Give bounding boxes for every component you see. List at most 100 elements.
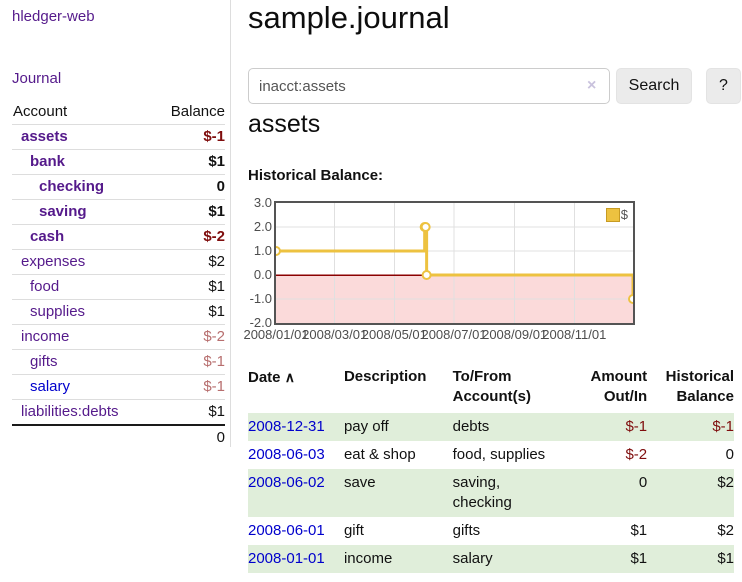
brand-link[interactable]: hledger-web (12, 8, 95, 25)
balance-cell: $1 (717, 550, 734, 567)
amount-cell: $-1 (625, 418, 648, 435)
sidebar-account-link[interactable]: liabilities:debts (21, 403, 119, 420)
register-header-row: Date ∧ Description To/From Account(s) Am… (248, 367, 734, 413)
account-balance: $1 (208, 153, 225, 170)
date-cell: 2008-01-01 (248, 545, 344, 573)
register-header-amount: Amount Out/In (590, 368, 648, 405)
sidebar-account-link[interactable]: supplies (30, 303, 86, 320)
transaction-date-link[interactable]: 2008-12-31 (248, 418, 325, 435)
account-balance: $1 (208, 278, 225, 295)
y-tick-label: 0.0 (253, 267, 272, 282)
amount-cell: $1 (630, 522, 648, 539)
account-balance: $1 (208, 303, 225, 320)
sort-ascending-icon: ∧ (284, 369, 295, 385)
account-row: expenses $2 (12, 249, 225, 275)
accounts-header-account: Account (13, 103, 68, 120)
transaction-date-link[interactable]: 2008-06-01 (248, 522, 325, 539)
x-tick-label: 2008/07/01 (421, 327, 487, 342)
y-tick-label: 2.0 (253, 219, 272, 234)
accounts-cell: food, supplies (452, 446, 546, 463)
balance-cell: $2 (717, 522, 734, 539)
account-row: checking 0 (12, 174, 225, 200)
search-input[interactable] (248, 68, 610, 104)
transaction-date-link[interactable]: 2008-06-02 (248, 474, 325, 491)
historical-balance-chart: 3.0 2.0 1.0 0.0 -1.0 -2.0 $ 2008/01/01 2008/03… (243, 195, 734, 346)
amount-cell: $1 (630, 550, 648, 567)
amount-cell: 0 (638, 474, 648, 491)
accounts-cell: salary (452, 550, 493, 567)
legend-label: $ (620, 207, 628, 222)
clear-search-icon[interactable]: × (587, 77, 597, 94)
sidebar-account-link[interactable]: expenses (21, 253, 86, 270)
date-header-label: Date (248, 369, 281, 386)
register-row: 2008-06-01 gift gifts $1 $2 (248, 517, 734, 545)
accounts-table: Account Balance assets $-1 bank $1 checking 0… (12, 100, 225, 450)
sidebar-account-link[interactable]: saving (39, 203, 87, 220)
x-tick-label: 2008/03/01 (302, 327, 368, 342)
account-row: supplies $1 (12, 299, 225, 325)
register-row: 2008-01-01 income salary $1 $1 (248, 545, 734, 573)
accounts-total-row: 0 (12, 425, 225, 450)
sidebar-account-link[interactable]: food (30, 278, 60, 295)
account-row: saving $1 (12, 199, 225, 225)
chart-title: Historical Balance: (248, 167, 384, 184)
account-balance: $-1 (203, 378, 225, 395)
account-balance: $1 (208, 203, 225, 220)
help-button[interactable]: ? (706, 68, 741, 104)
accounts-header-balance: Balance (170, 103, 225, 120)
sidebar-account-link[interactable]: salary (30, 378, 71, 395)
account-balance: $-1 (203, 353, 225, 370)
sidebar-account-link[interactable]: assets (21, 128, 68, 145)
account-row: gifts $-1 (12, 349, 225, 375)
balance-cell: 0 (725, 446, 734, 463)
account-balance: $1 (208, 403, 225, 420)
account-balance: $-2 (203, 228, 225, 245)
sidebar: hledger-web Journal Account Balance asse… (0, 0, 231, 447)
transaction-date-link[interactable]: 2008-06-03 (248, 446, 325, 463)
description-cell: pay off (343, 418, 389, 435)
register-header-balance: Historical Balance (665, 368, 734, 405)
account-row: assets $-1 (12, 124, 225, 150)
y-tick-label: -2.0 (249, 315, 272, 330)
date-cell: 2008-06-01 (248, 517, 344, 545)
x-tick-label: 2008/05/01 (361, 327, 427, 342)
x-tick-label: 2008/09/01 (482, 327, 548, 342)
description-cell: income (343, 550, 393, 567)
y-tick-label: 3.0 (253, 195, 272, 210)
sidebar-account-link[interactable]: cash (30, 228, 65, 245)
sidebar-account-link[interactable]: checking (39, 178, 105, 195)
x-tick-label: 2008/01/01 (243, 327, 309, 342)
balance-cell: $2 (717, 474, 734, 491)
chart-canvas (276, 203, 633, 323)
account-row: income $-2 (12, 324, 225, 350)
chart-plot-area: $ (274, 201, 635, 325)
register-header-date[interactable]: Date ∧ (248, 367, 344, 413)
register-table: Date ∧ Description To/From Account(s) Am… (248, 367, 734, 573)
description-cell: gift (343, 522, 364, 539)
sidebar-account-link[interactable]: income (21, 328, 70, 345)
account-row: salary $-1 (12, 374, 225, 400)
sidebar-item-journal[interactable]: Journal (12, 70, 62, 87)
page-title: sample.journal (248, 0, 450, 35)
accounts-total-spacer (12, 425, 153, 450)
y-tick-label: -1.0 (249, 291, 272, 306)
amount-cell: $-2 (625, 446, 648, 463)
sidebar-account-link[interactable]: bank (30, 153, 66, 170)
search-button[interactable]: Search (616, 68, 692, 104)
register-header-description: Description (343, 368, 427, 385)
transaction-date-link[interactable]: 2008-01-01 (248, 550, 325, 567)
accounts-cell: gifts (452, 522, 481, 539)
account-balance: $-2 (203, 328, 225, 345)
description-cell: eat & shop (343, 446, 416, 463)
account-row: food $1 (12, 274, 225, 300)
legend-swatch (605, 207, 620, 222)
account-row: bank $1 (12, 149, 225, 175)
sidebar-account-link[interactable]: gifts (30, 353, 58, 370)
register-row: 2008-12-31 pay off debts $-1 $-1 (248, 413, 734, 441)
accounts-total-value: 0 (216, 429, 225, 446)
account-balance: $2 (208, 253, 225, 270)
main-content: sample.journal × Search ? assets Histori… (243, 0, 742, 582)
date-cell: 2008-06-03 (248, 441, 344, 469)
account-balance: $-1 (203, 128, 225, 145)
chart-legend: $ (605, 207, 628, 222)
